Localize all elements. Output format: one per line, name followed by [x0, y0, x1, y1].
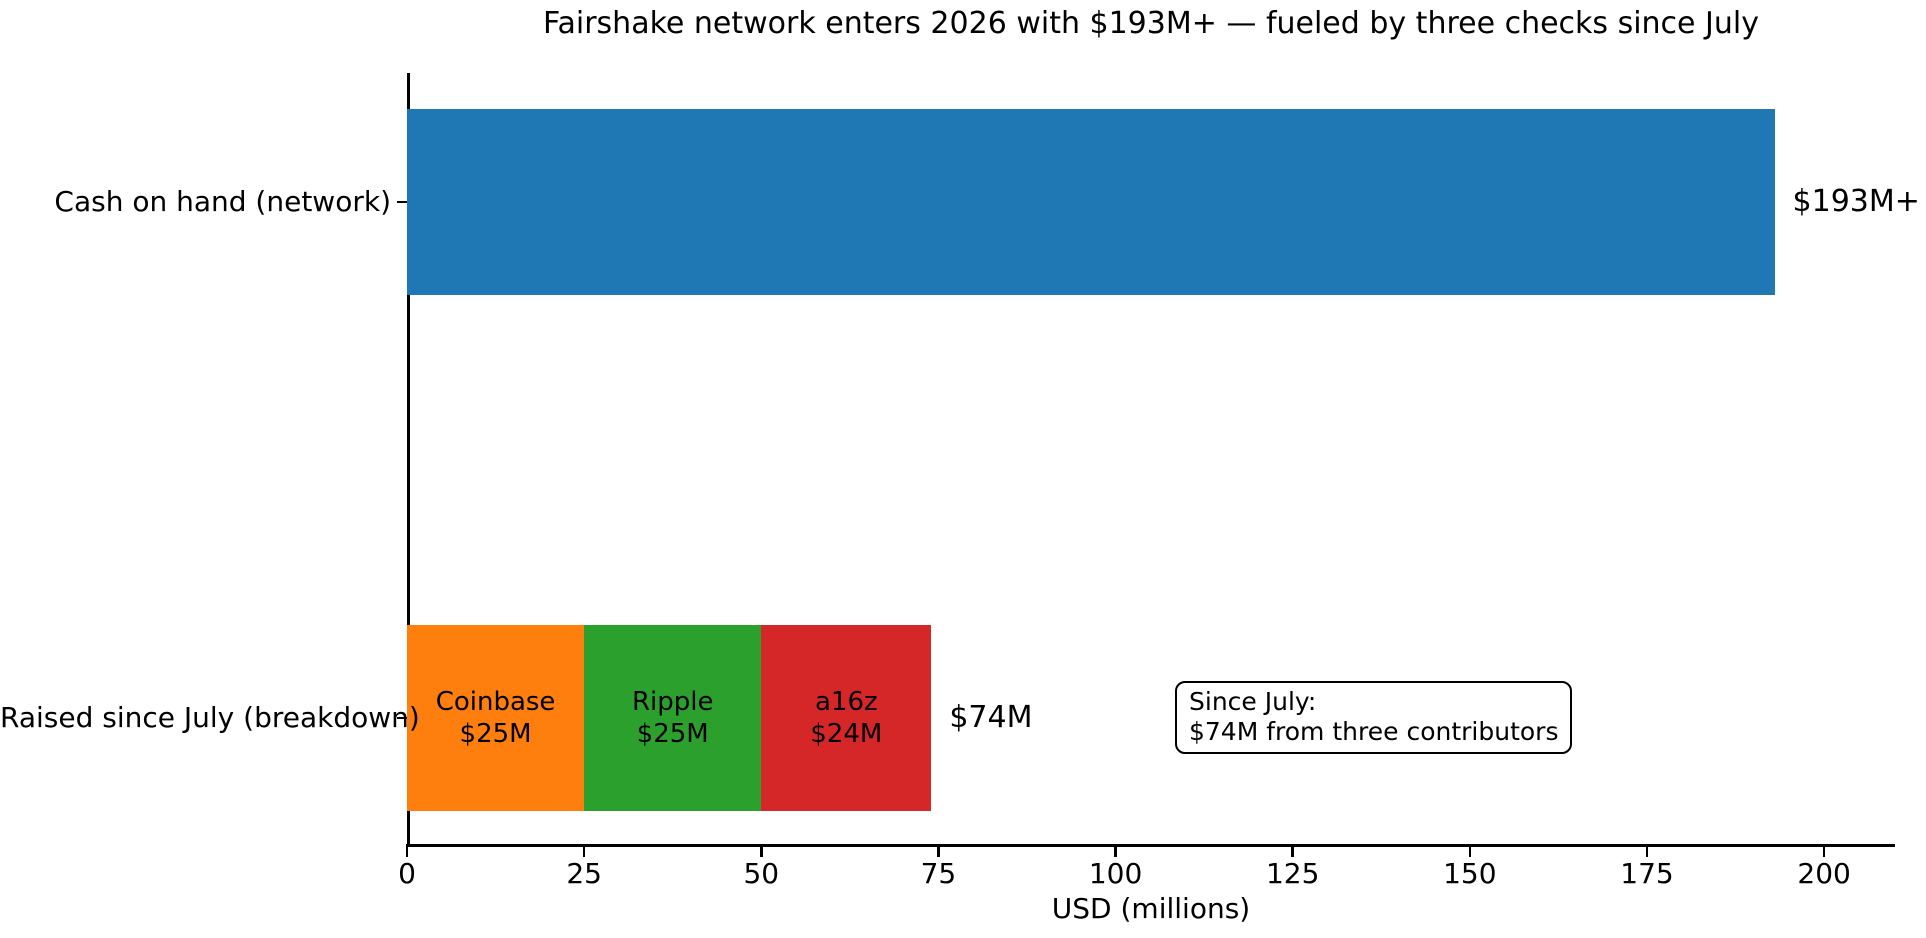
- annotation-box: Since July: $74M from three contributors: [1175, 681, 1573, 754]
- y-category-label-row0: Cash on hand (network): [54, 185, 391, 218]
- x-tick-mark-150: [1468, 844, 1472, 857]
- x-tick-label-25: 25: [566, 857, 602, 890]
- x-tick-label-75: 75: [920, 857, 957, 890]
- segment-name: Coinbase: [435, 687, 556, 717]
- annotation-line-1: Since July:: [1189, 687, 1317, 716]
- x-tick-mark-200: [1822, 844, 1826, 857]
- x-tick-mark-125: [1291, 844, 1294, 857]
- x-tick-mark-100: [1114, 844, 1117, 857]
- x-axis-label: USD (millions): [1051, 892, 1251, 925]
- plot-area: $193M+ Coinbase $25M Ripple $25M a16z $24M $74M: [407, 73, 1920, 847]
- x-tick-mark-75: [937, 844, 940, 857]
- annotation-line-2: $74M from three contributors: [1189, 717, 1559, 746]
- x-tick-mark-25: [582, 844, 586, 857]
- segment-amount: $25M: [459, 719, 532, 749]
- x-tick-mark-175: [1645, 844, 1649, 857]
- y-tick-mark-row1: [397, 716, 407, 720]
- x-tick-label-100: 100: [1088, 857, 1143, 890]
- x-tick-label-0: 0: [398, 857, 416, 890]
- x-tick-label-125: 125: [1265, 857, 1320, 890]
- x-tick-label-150: 150: [1443, 857, 1497, 890]
- y-tick-mark-row0: [397, 200, 407, 204]
- x-tick-mark-0: [405, 844, 409, 857]
- bar-total-label-row1: $74M: [949, 700, 1033, 735]
- bar-segment-label-ripple: Ripple $25M: [584, 686, 761, 750]
- y-axis-spine: [407, 73, 410, 847]
- bar-segment-label-a16z: a16z $24M: [761, 686, 931, 750]
- segment-name: Ripple: [631, 687, 714, 717]
- x-tick-label-175: 175: [1620, 857, 1674, 890]
- bar-segment-label-coinbase: Coinbase $25M: [407, 686, 584, 750]
- x-axis-spine: [407, 844, 1895, 847]
- chart-title: Fairshake network enters 2026 with $193M…: [543, 6, 1759, 41]
- bar-segment-a16z: [761, 625, 932, 811]
- bar-segment-coinbase: [407, 625, 585, 811]
- segment-name: a16z: [814, 687, 878, 717]
- x-tick-mark-50: [760, 844, 763, 857]
- segment-amount: $24M: [810, 719, 883, 749]
- y-category-label-row1: Raised since July (breakdown): [0, 701, 420, 734]
- bar-segment-ripple: [584, 625, 762, 811]
- segment-amount: $25M: [636, 719, 709, 749]
- x-tick-label-50: 50: [743, 857, 780, 890]
- x-tick-label-200: 200: [1797, 857, 1851, 890]
- bar-segment-cash-on-hand: [407, 109, 1775, 295]
- bar-total-label-row0: $193M+: [1792, 184, 1920, 219]
